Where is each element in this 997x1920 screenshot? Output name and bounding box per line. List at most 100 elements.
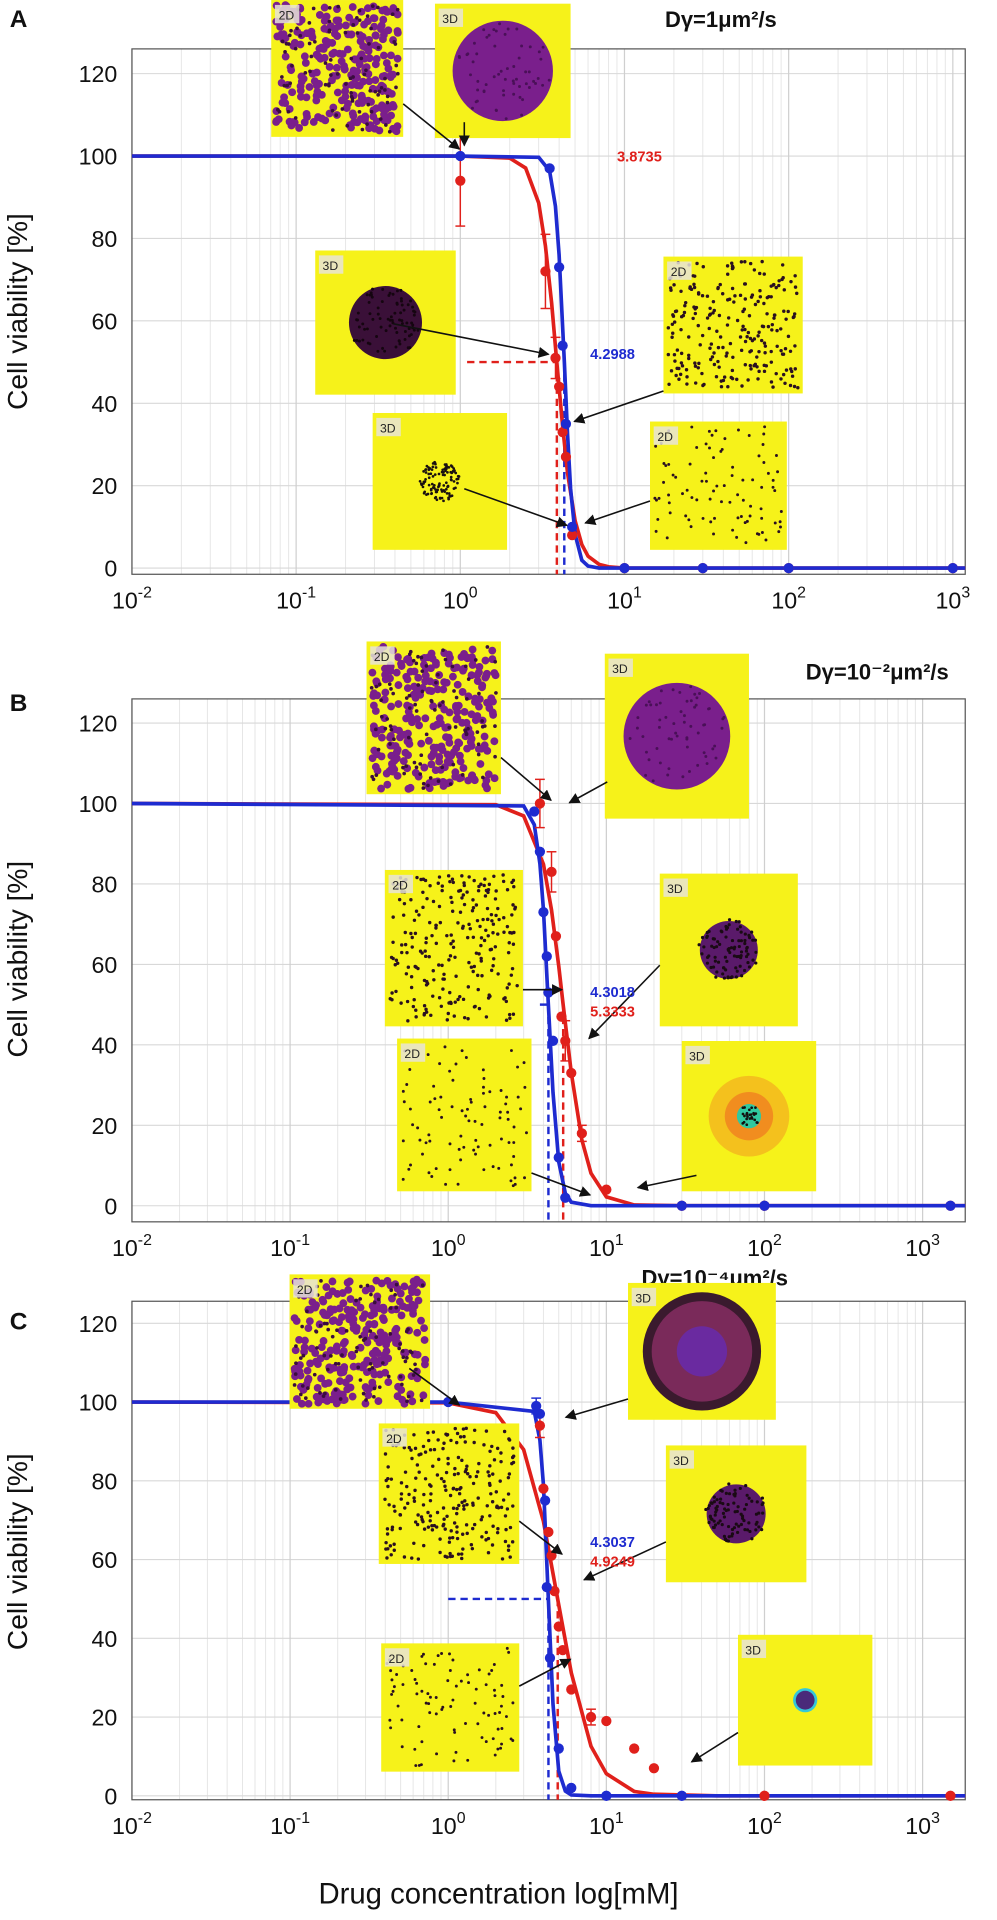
inset-cell [401, 748, 410, 757]
inset-cell [426, 492, 430, 496]
inset-cell [716, 345, 721, 350]
inset-cell [467, 922, 471, 927]
inset-cell [379, 714, 384, 719]
panel-label: A [10, 6, 28, 33]
inset-cell [771, 385, 775, 389]
inset-cell [750, 1117, 754, 1120]
inset-cell [455, 751, 464, 760]
inset-cell [274, 115, 283, 124]
inset-cell [796, 385, 800, 390]
inset-cell [469, 1543, 474, 1547]
inset-cell [422, 1013, 426, 1017]
inset-cell [756, 377, 760, 381]
inset-cell [444, 1488, 448, 1492]
inset-cell [745, 1117, 748, 1121]
inset-cell [410, 682, 419, 691]
inset-cell [344, 1328, 349, 1333]
inset-cell [741, 1122, 745, 1125]
inset-cell [385, 100, 390, 105]
inset-cell [333, 1388, 338, 1392]
inset-cell [757, 330, 761, 334]
x-tick-exponent: 0 [457, 1810, 466, 1827]
inset-cell [495, 1530, 500, 1535]
inset-tag-bg [608, 658, 633, 677]
inset-cell [448, 1536, 452, 1540]
inset-cell [395, 1297, 404, 1306]
inset-cell [434, 1525, 439, 1529]
inset-cell [741, 478, 745, 482]
inset-cell [477, 884, 481, 889]
inset-cell [455, 774, 464, 783]
data-point [557, 1644, 568, 1656]
inset-cell [689, 724, 693, 728]
inset-cell [447, 958, 451, 962]
inset-cell [419, 1515, 424, 1519]
inset-cell [424, 1141, 428, 1145]
inset-cell [464, 1114, 468, 1118]
inset-cell [408, 1107, 412, 1111]
inset-cell [471, 1526, 475, 1531]
inset-cell [473, 658, 478, 662]
inset-cell [447, 725, 452, 730]
inset-cell [341, 1338, 349, 1346]
inset-cell [727, 923, 731, 927]
inset-cell [370, 1370, 379, 1379]
inset-cell [390, 991, 394, 995]
inset-cell [418, 772, 423, 776]
x-tick-exponent: 3 [931, 1810, 940, 1827]
inset-cell [722, 715, 726, 719]
inset-cell [434, 466, 438, 469]
inset-cell [450, 664, 455, 669]
inset-cell [778, 520, 782, 524]
inset-cell [710, 944, 714, 948]
inset-cell [440, 470, 444, 474]
inset-cell [438, 746, 447, 755]
inset-cell [391, 691, 396, 696]
inset-cell [754, 961, 758, 965]
inset-cell [766, 324, 771, 329]
chart-title: Dγ=10⁻²μm²/s [806, 659, 949, 684]
inset-cell [379, 35, 387, 44]
inset-cell [433, 685, 442, 694]
inset-cell [480, 1515, 484, 1519]
inset-cell [719, 929, 723, 933]
inset-cell [474, 903, 479, 907]
inset-cell [422, 482, 425, 485]
inset-cell [696, 366, 700, 370]
inset-cell [304, 1324, 313, 1333]
inset-cell [737, 1524, 741, 1528]
inset-cell [680, 364, 685, 368]
inset-cell [709, 1517, 713, 1521]
inset-cell [472, 1522, 477, 1527]
inset-cell [390, 1678, 394, 1682]
inset-cell [492, 874, 496, 879]
y-tick-label: 80 [91, 871, 117, 897]
inset-cell [425, 896, 429, 901]
inset-cell [405, 950, 409, 955]
inset-cell [405, 1484, 409, 1489]
inset-cell [394, 1305, 399, 1310]
inset-cell [431, 994, 435, 998]
inset-cell [428, 884, 432, 888]
inset-cell [444, 466, 447, 470]
inset-cell [772, 316, 776, 320]
inset-cell [703, 723, 707, 727]
inset-cell [507, 1650, 511, 1654]
inset-cell [379, 1316, 388, 1324]
inset-cell [323, 82, 328, 87]
inset-cell [365, 122, 369, 126]
inset-cell [372, 1276, 381, 1285]
inset-cell [752, 268, 757, 272]
inset-cell [353, 73, 361, 82]
inset-cell [455, 1530, 459, 1534]
inset-cell [293, 46, 298, 51]
inset-cell [439, 685, 448, 694]
y-tick-label: 100 [79, 791, 118, 817]
inset-cell [413, 1678, 417, 1681]
inset-cell [672, 722, 676, 726]
inset-cell [448, 1142, 452, 1146]
inset-cell [707, 1520, 711, 1525]
inset-cell [483, 877, 487, 881]
inset-tag-bg [384, 1648, 410, 1667]
inset-cell [484, 770, 493, 779]
